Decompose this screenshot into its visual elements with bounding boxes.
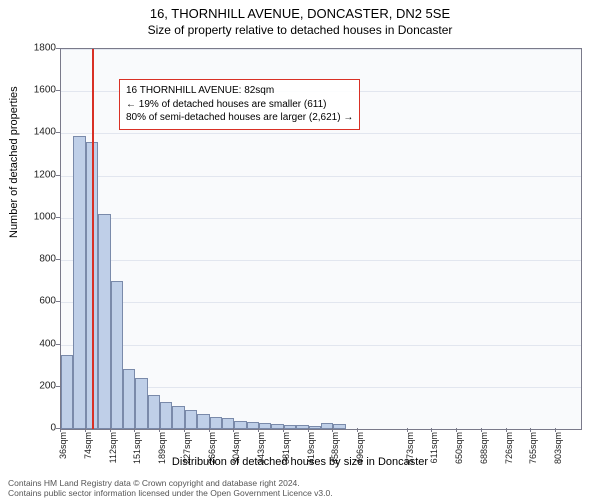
gridline [61, 345, 581, 346]
y-tick-label: 1000 [34, 211, 56, 222]
histogram-bar [111, 281, 123, 429]
gridline [61, 133, 581, 134]
histogram-bar [172, 406, 184, 429]
y-tick-label: 1600 [34, 85, 56, 96]
annotation-line2: ← 19% of detached houses are smaller (61… [126, 98, 353, 112]
footer-line2: Contains public sector information licen… [8, 488, 333, 498]
y-tickmark [56, 301, 60, 302]
gridline [61, 260, 581, 261]
histogram-bar [148, 395, 160, 429]
y-tick-label: 0 [50, 423, 56, 434]
y-tickmark [56, 132, 60, 133]
y-tick-label: 600 [39, 296, 56, 307]
annotation-box: 16 THORNHILL AVENUE: 82sqm ← 19% of deta… [119, 79, 360, 130]
page-subtitle: Size of property relative to detached ho… [0, 21, 600, 37]
histogram-bar [160, 402, 172, 429]
gridline [61, 429, 581, 430]
histogram-bar [197, 414, 209, 429]
y-axis-label: Number of detached properties [8, 86, 20, 238]
y-tickmark [56, 344, 60, 345]
y-tick-label: 1800 [34, 43, 56, 54]
page-title: 16, THORNHILL AVENUE, DONCASTER, DN2 5SE [0, 0, 600, 21]
y-tick-label: 200 [39, 380, 56, 391]
y-tickmark [56, 175, 60, 176]
gridline [61, 302, 581, 303]
x-axis-label: Distribution of detached houses by size … [0, 456, 600, 468]
plot-region: 16 THORNHILL AVENUE: 82sqm ← 19% of deta… [60, 48, 582, 430]
histogram-bar [123, 369, 135, 429]
y-tickmark [56, 90, 60, 91]
chart-container: 16, THORNHILL AVENUE, DONCASTER, DN2 5SE… [0, 0, 600, 500]
annotation-line1: 16 THORNHILL AVENUE: 82sqm [126, 84, 353, 98]
y-tickmark [56, 386, 60, 387]
histogram-bar [333, 424, 345, 429]
y-tick-label: 1400 [34, 127, 56, 138]
histogram-bar [185, 410, 197, 429]
footer-line1: Contains HM Land Registry data © Crown c… [8, 478, 333, 488]
chart-area: 16 THORNHILL AVENUE: 82sqm ← 19% of deta… [60, 48, 580, 428]
gridline [61, 218, 581, 219]
y-tick-label: 400 [39, 338, 56, 349]
histogram-bar [98, 214, 110, 429]
x-tick-label: 74sqm [83, 432, 93, 459]
histogram-bar [259, 423, 271, 429]
histogram-bar [61, 355, 73, 429]
y-tickmark [56, 259, 60, 260]
histogram-bar [234, 421, 246, 429]
y-tick-label: 800 [39, 254, 56, 265]
y-tickmark [56, 48, 60, 49]
histogram-bar [284, 425, 296, 429]
histogram-bar [309, 426, 321, 429]
x-tick-label: 36sqm [58, 432, 68, 459]
annotation-line3: 80% of semi-detached houses are larger (… [126, 111, 353, 125]
histogram-bar [135, 378, 147, 429]
y-tick-label: 1200 [34, 169, 56, 180]
histogram-bar [73, 136, 85, 429]
y-tickmark [56, 217, 60, 218]
gridline [61, 176, 581, 177]
footer-text: Contains HM Land Registry data © Crown c… [8, 478, 333, 498]
property-marker-line [92, 49, 94, 429]
histogram-bar [210, 417, 222, 429]
gridline [61, 49, 581, 50]
